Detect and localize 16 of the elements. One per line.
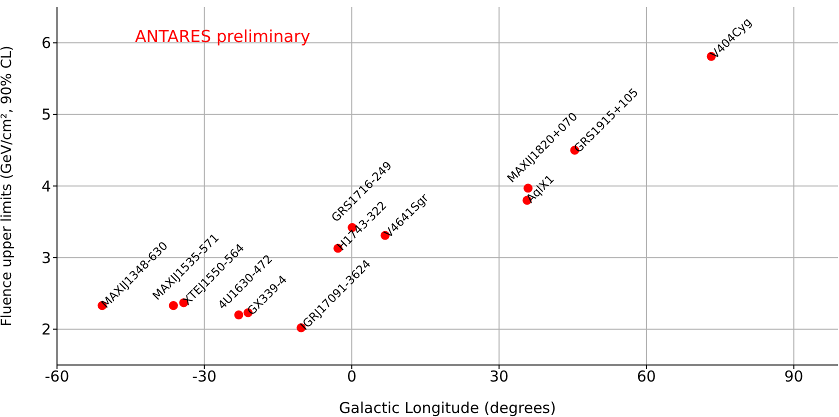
x-tick-label: 0 [346, 368, 356, 386]
y-tick-label: 2 [41, 320, 51, 339]
x-tick-label: 60 [636, 368, 656, 386]
y-tick-label: 5 [41, 106, 51, 124]
x-tick-label: 90 [784, 368, 804, 386]
point [234, 310, 244, 320]
x-tick-label: -30 [192, 368, 217, 386]
y-tick-label: 6 [41, 34, 51, 52]
annotation: ANTARES preliminary [135, 27, 310, 46]
x-axis-title: Galactic Longitude (degrees) [339, 399, 556, 417]
y-tick-label: 4 [41, 177, 51, 196]
y-tick-label: 3 [41, 248, 51, 267]
x-tick-label: 30 [490, 368, 509, 386]
x-tick-label: -60 [44, 368, 70, 386]
point [168, 301, 178, 310]
y-axis-title: Fluence upper limits (GeV/cm², 90% CL) [0, 46, 15, 326]
